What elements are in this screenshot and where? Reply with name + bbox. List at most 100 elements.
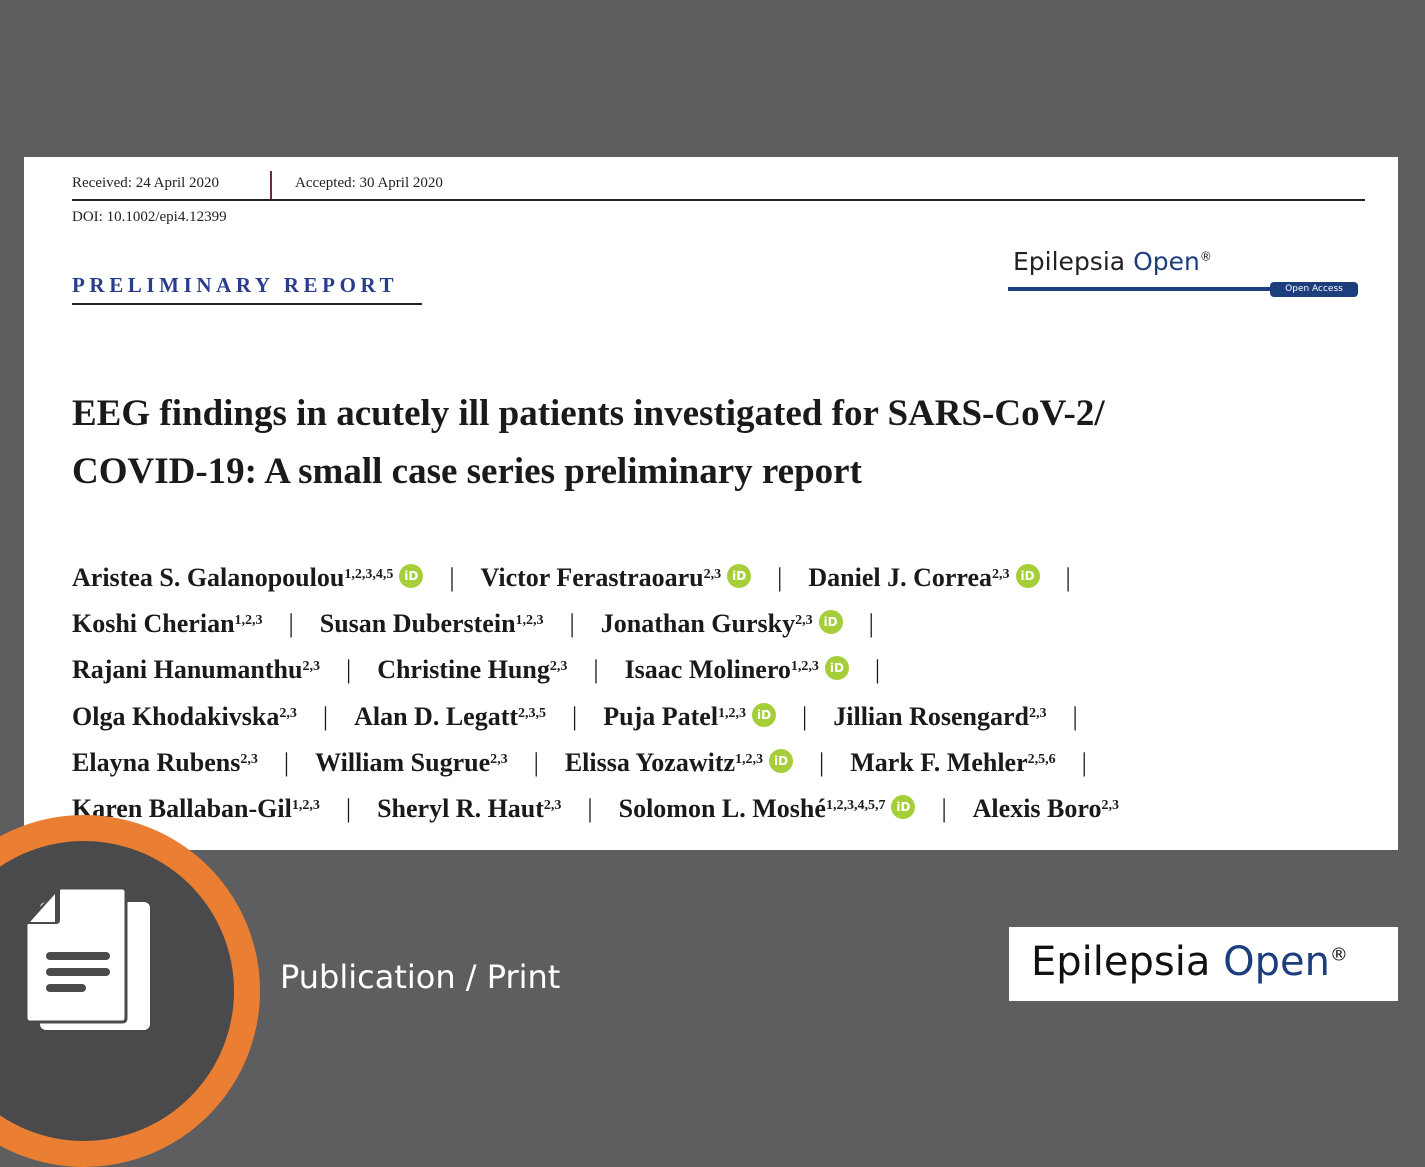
author-name: Rajani Hanumanthu2,3 — [72, 655, 320, 684]
author-name: Jillian Rosengard2,3 — [833, 702, 1046, 731]
author-separator: | — [572, 701, 578, 731]
author-name: Elayna Rubens2,3 — [72, 748, 258, 777]
author-name: Daniel J. Correa2,3 iD — [808, 563, 1040, 592]
author-name: Susan Duberstein1,2,3 — [320, 609, 544, 638]
title-line-1: EEG findings in acutely ill patients inv… — [72, 393, 1105, 434]
author-name-text: Jillian Rosengard — [833, 701, 1030, 731]
affiliation-numbers: 1,2,3 — [234, 613, 263, 629]
author-separator: | — [941, 794, 947, 824]
accepted-date: Accepted: 30 April 2020 — [295, 175, 443, 191]
author-name-text: Daniel J. Correa — [808, 563, 993, 592]
footer-journal-name: Epilepsia — [1031, 939, 1211, 985]
affiliation-numbers: 2,3 — [1029, 705, 1047, 721]
journal-name: Epilepsia — [1013, 247, 1126, 276]
open-access-badge: Open Access — [1270, 282, 1358, 297]
publication-preview: Received: 24 April 2020 Accepted: 30 Apr… — [24, 157, 1398, 850]
received-date: Received: 24 April 2020 — [72, 175, 220, 191]
author-name: Victor Ferastraoaru2,3 iD — [481, 563, 752, 592]
author-separator: | — [593, 655, 599, 685]
footer-registered-mark: ® — [1329, 944, 1348, 966]
author-name-text: Alexis Boro — [972, 794, 1102, 824]
author-name-text: Isaac Molinero — [624, 655, 791, 685]
orcid-icon[interactable]: iD — [824, 656, 849, 681]
divider — [270, 171, 272, 199]
author-name: Koshi Cherian1,2,3 — [72, 609, 263, 638]
orcid-icon[interactable]: iD — [818, 610, 843, 635]
orcid-icon[interactable]: iD — [769, 748, 794, 773]
title-line-2: COVID-19: A small case series preliminar… — [72, 451, 862, 492]
author-name-text: Puja Patel — [603, 701, 719, 731]
author-name: Christine Hung2,3 — [377, 655, 567, 684]
affiliation-numbers: 2,3 — [992, 567, 1010, 582]
author-name-text: Solomon L. Moshé — [618, 794, 826, 824]
author-line: Olga Khodakivska2,3 | Alan D. Legatt2,3,5 |… — [72, 694, 1382, 740]
author-separator: | — [1081, 747, 1087, 777]
author-name-text: Elissa Yozawitz — [564, 747, 736, 777]
author-name-text: Elayna Rubens — [72, 747, 241, 777]
author-separator: | — [345, 655, 352, 685]
author-separator: | — [777, 563, 783, 592]
orcid-icon[interactable]: iD — [727, 564, 752, 589]
author-name: Sheryl R. Haut2,3 — [377, 794, 561, 823]
author-separator: | — [322, 701, 329, 731]
author-name-text: Christine Hung — [377, 655, 550, 685]
author-name-text: Rajani Hanumanthu — [72, 655, 303, 685]
author-separator: | — [802, 701, 808, 731]
author-name: Alexis Boro2,3 — [973, 794, 1119, 823]
affiliation-numbers: 1,2,3 — [718, 705, 747, 721]
author-separator: | — [819, 747, 825, 777]
author-name-text: Susan Duberstein — [319, 609, 516, 639]
author-separator: | — [868, 609, 874, 639]
author-name-text: Victor Ferastraoaru — [480, 563, 704, 592]
author-line: Koshi Cherian1,2,3 | Susan Duberstein1,2,3… — [72, 601, 1382, 647]
affiliation-numbers: 2,3 — [240, 751, 258, 767]
author-name: Olga Khodakivska2,3 — [72, 702, 297, 731]
author-separator: | — [874, 655, 881, 685]
affiliation-numbers: 2,3 — [703, 567, 722, 582]
author-name-text: Koshi Cherian — [72, 609, 235, 639]
author-line: Karen Ballaban-Gil1,2,3 | Sheryl R. Haut2,… — [72, 786, 1382, 832]
author-separator: | — [587, 794, 593, 824]
affiliation-numbers: 2,3 — [549, 659, 568, 675]
affiliation-numbers: 1,2,3 — [790, 659, 819, 675]
author-separator: | — [345, 794, 352, 824]
author-line: Rajani Hanumanthu2,3 | Christine Hung2,3 | I… — [72, 647, 1382, 693]
author-name: Mark F. Mehler2,5,6 — [850, 748, 1055, 777]
footer-journal-name-accent: Open — [1223, 939, 1330, 985]
author-name-text: Sheryl R. Haut — [377, 794, 544, 824]
affiliation-numbers: 2,3 — [302, 659, 320, 675]
author-name: Solomon L. Moshé1,2,3,4,5,7 iD — [619, 794, 916, 823]
author-name: Elissa Yozawitz1,2,3 iD — [564, 747, 794, 777]
affiliation-numbers: 2,3 — [543, 798, 562, 814]
orcid-icon[interactable]: iD — [752, 702, 777, 727]
doi: DOI: 10.1002/epi4.12399 — [72, 209, 227, 225]
author-line: Aristea S. Galanopoulou1,2,3,4,5 iD | Victo… — [72, 555, 1382, 601]
orcid-icon[interactable]: iD — [891, 795, 916, 820]
author-name: Jonathan Gursky2,3 iD — [601, 609, 843, 638]
author-name-text: William Sugrue — [315, 747, 491, 777]
affiliation-numbers: 1,2,3,4,5,7 — [825, 798, 886, 814]
orcid-icon[interactable]: iD — [1015, 564, 1040, 589]
registered-mark: ® — [1199, 249, 1212, 264]
author-name-text: Mark F. Mehler — [850, 747, 1028, 777]
author-line: Elayna Rubens2,3 | William Sugrue2,3 | Eliss… — [72, 740, 1382, 786]
author-name: Alan D. Legatt2,3,5 — [354, 702, 546, 731]
author-separator: | — [1065, 563, 1071, 592]
author-name: Puja Patel1,2,3 iD — [603, 701, 777, 731]
logo-bar — [1008, 287, 1270, 291]
author-separator: | — [288, 609, 294, 639]
author-separator: | — [449, 563, 455, 592]
journal-logo: Epilepsia Open® Open Access — [1008, 245, 1362, 301]
category-label: Publication / Print — [280, 958, 561, 996]
article-title: EEG findings in acutely ill patients inv… — [72, 385, 1382, 501]
document-icon — [24, 886, 150, 1030]
affiliation-numbers: 1,2,3 — [515, 613, 544, 629]
author-name: Isaac Molinero1,2,3 iD — [625, 655, 849, 684]
author-list: Aristea S. Galanopoulou1,2,3,4,5 iD | Victo… — [72, 555, 1382, 832]
affiliation-numbers: 2,3 — [1101, 798, 1119, 814]
author-separator: | — [569, 609, 575, 639]
affiliation-numbers: 2,3 — [795, 613, 813, 629]
author-separator: | — [533, 747, 539, 777]
orcid-icon[interactable]: iD — [399, 564, 424, 589]
affiliation-numbers: 2,3 — [490, 751, 508, 767]
